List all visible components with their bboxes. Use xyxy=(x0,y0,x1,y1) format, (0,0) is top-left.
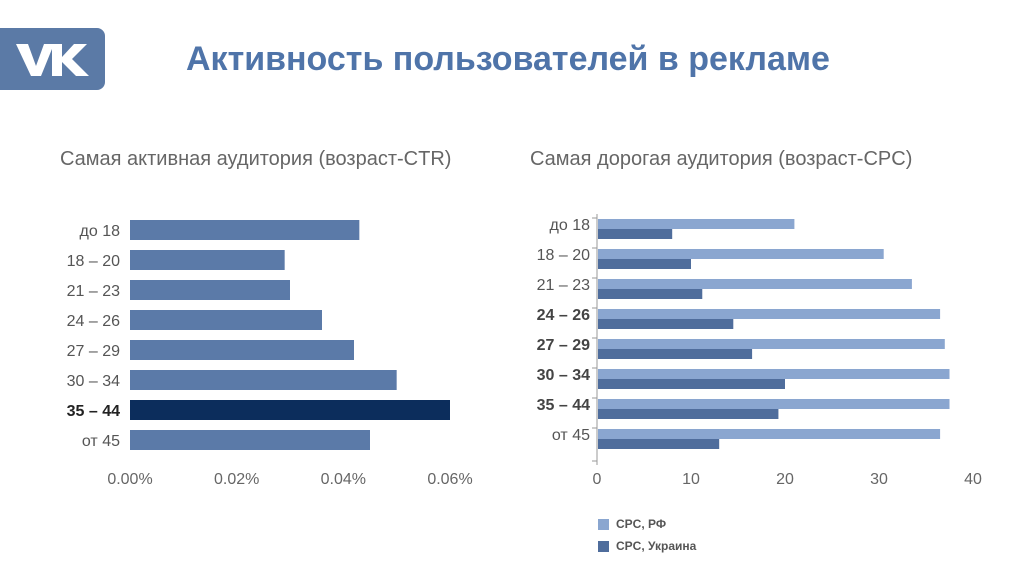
bar-cpc-s1-3 xyxy=(598,319,734,329)
x-tick-label: 10 xyxy=(682,471,700,488)
bar-ctr-0 xyxy=(130,220,360,240)
bar-ctr-1 xyxy=(130,250,285,270)
category-label: от 45 xyxy=(82,433,120,450)
bar-cpc-s1-4 xyxy=(598,349,753,359)
bar-cpc-s1-7 xyxy=(598,439,720,449)
category-label: 24 – 26 xyxy=(537,307,590,324)
bar-cpc-s1-0 xyxy=(598,229,673,239)
category-label: 35 – 44 xyxy=(537,397,590,414)
x-tick-label: 0.00% xyxy=(107,471,152,488)
x-tick-label: 0.02% xyxy=(214,471,259,488)
x-tick-label: 20 xyxy=(776,471,794,488)
bar-cpc-s0-2 xyxy=(598,279,912,289)
category-label: до 18 xyxy=(550,217,591,234)
category-label: 30 – 34 xyxy=(67,373,120,390)
category-label: 30 – 34 xyxy=(537,367,590,384)
bar-cpc-s1-2 xyxy=(598,289,703,299)
vk-logo-icon xyxy=(16,44,89,76)
bar-cpc-s1-6 xyxy=(598,409,779,419)
cpc-chart: до 18 18 – 20 21 – 23 24 – 26 27 – 29 30 – 34… xyxy=(537,214,982,488)
category-label: 21 – 23 xyxy=(67,283,120,300)
bar-ctr-4 xyxy=(130,340,354,360)
category-label: до 18 xyxy=(80,223,121,240)
category-label: 18 – 20 xyxy=(537,247,590,264)
chart-cpc-title: Самая дорогая аудитория (возраст-CPC) xyxy=(530,148,913,170)
category-label: 18 – 20 xyxy=(67,253,120,270)
bar-ctr-5 xyxy=(130,370,397,390)
bar-ctr-3 xyxy=(130,310,322,330)
legend-label-rf: CPC, РФ xyxy=(616,517,667,531)
bar-cpc-s0-3 xyxy=(598,309,941,319)
category-label: 24 – 26 xyxy=(67,313,120,330)
bar-cpc-s1-5 xyxy=(598,379,785,389)
page-title: Активность пользователей в рекламе xyxy=(186,40,830,78)
x-tick-label: 0.06% xyxy=(427,471,472,488)
bar-cpc-s0-1 xyxy=(598,249,884,259)
category-label: 27 – 29 xyxy=(67,343,120,360)
category-label: от 45 xyxy=(552,427,590,444)
x-tick-label: 0 xyxy=(593,471,602,488)
bar-cpc-s0-7 xyxy=(598,429,941,439)
legend-item-rf: CPC, РФ xyxy=(598,517,666,531)
chart-ctr-title: Самая активная аудитория (возраст-CTR) xyxy=(60,148,452,170)
x-tick-label: 30 xyxy=(870,471,888,488)
bar-cpc-s0-6 xyxy=(598,399,950,409)
x-tick-label: 40 xyxy=(964,471,982,488)
legend-label-ua: CPC, Украина xyxy=(616,539,697,553)
bar-cpc-s0-4 xyxy=(598,339,945,349)
bar-cpc-s0-5 xyxy=(598,369,950,379)
bar-ctr-6 xyxy=(130,400,450,420)
bar-cpc-s0-0 xyxy=(598,219,795,229)
bar-cpc-s1-1 xyxy=(598,259,691,269)
legend-swatch-rf xyxy=(598,518,609,530)
category-label: 21 – 23 xyxy=(537,277,590,294)
bar-ctr-2 xyxy=(130,280,290,300)
category-label: 27 – 29 xyxy=(537,337,590,354)
ctr-chart: до 18 18 – 20 21 – 23 24 – 26 27 – 29 30 – 34… xyxy=(67,220,473,488)
vk-logo xyxy=(0,28,105,90)
category-label: 35 – 44 xyxy=(67,403,120,420)
legend-item-ua: CPC, Украина xyxy=(598,539,696,553)
bar-ctr-7 xyxy=(130,430,370,450)
legend-swatch-ua xyxy=(598,540,609,552)
x-tick-label: 0.04% xyxy=(321,471,366,488)
